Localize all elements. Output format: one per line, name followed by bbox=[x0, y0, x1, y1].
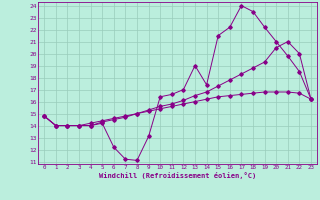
X-axis label: Windchill (Refroidissement éolien,°C): Windchill (Refroidissement éolien,°C) bbox=[99, 172, 256, 179]
